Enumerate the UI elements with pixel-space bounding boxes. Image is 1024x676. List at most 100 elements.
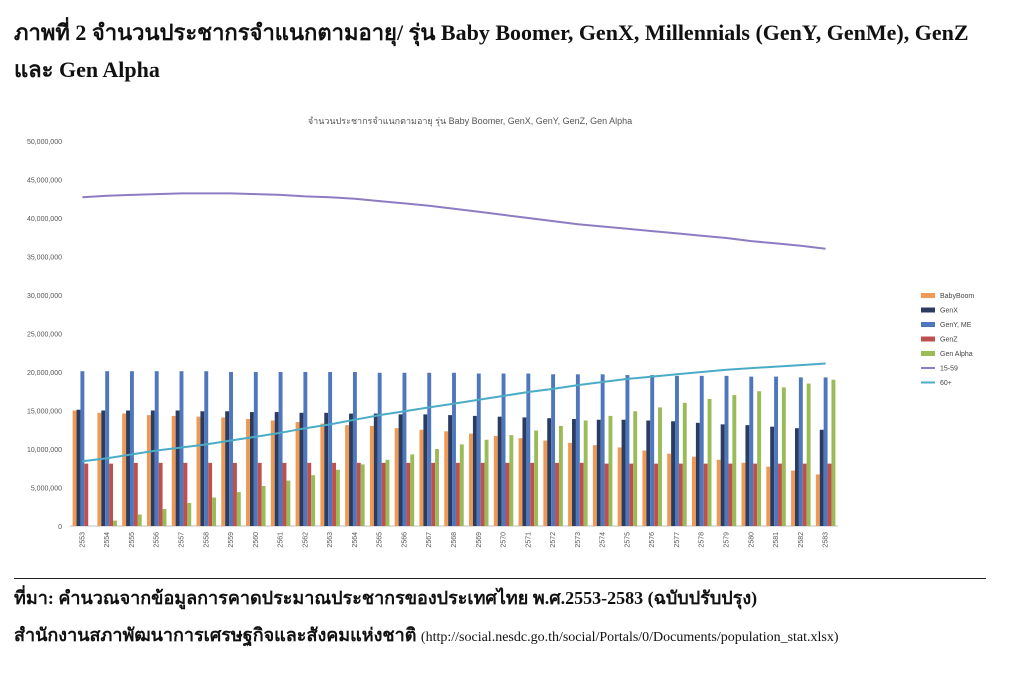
bar-geny-me xyxy=(352,372,357,526)
x-tick-label: 2556 xyxy=(154,532,161,548)
bar-genz xyxy=(282,462,287,526)
bar-genx xyxy=(249,412,254,526)
bar-genz xyxy=(678,463,683,526)
bar-genx xyxy=(448,415,453,526)
bar-babyboom xyxy=(815,474,820,526)
legend-swatch xyxy=(921,293,935,298)
bar-geny-me xyxy=(303,372,308,526)
x-tick-label: 2560 xyxy=(253,532,260,548)
bar-geny-me xyxy=(823,377,828,526)
bar-babyboom xyxy=(568,442,573,526)
bar-geny-me xyxy=(402,372,407,526)
bar-genz xyxy=(381,462,386,526)
bar-babyboom xyxy=(146,415,151,526)
bar-gen-alpha xyxy=(311,475,316,526)
bar-genx xyxy=(373,413,378,526)
x-tick-label: 2565 xyxy=(377,532,384,548)
bar-genx xyxy=(398,414,403,526)
bar-geny-me xyxy=(798,377,803,526)
bar-gen-alpha xyxy=(286,480,291,526)
bar-genx xyxy=(596,419,601,526)
line-60- xyxy=(82,362,826,463)
y-tick-label: 50,000,000 xyxy=(27,139,62,146)
bar-gen-alpha xyxy=(113,520,117,526)
bar-genz xyxy=(604,463,609,526)
x-tick-label: 2563 xyxy=(327,532,334,548)
bar-gen-alpha xyxy=(658,407,662,526)
x-axis: 2553 2554 2555 2556 2557 2558 2559 2560 2561 2562… xyxy=(70,525,838,548)
x-tick-label: 2568 xyxy=(451,532,458,548)
bar-genz xyxy=(728,463,733,526)
bar-geny-me xyxy=(452,372,456,526)
y-tick-label: 35,000,000 xyxy=(27,255,62,262)
y-tick-label: 30,000,000 xyxy=(27,293,62,300)
bar-gen-alpha xyxy=(781,387,786,526)
bar-gen-alpha xyxy=(757,391,762,526)
bar-genx xyxy=(324,412,329,526)
x-tick-label: 2553 xyxy=(79,532,86,548)
bar-genx xyxy=(423,414,428,526)
source-agency: สำนักงานสภาพัฒนาการเศรษฐกิจและสังคมแห่งช… xyxy=(14,625,421,645)
bar-babyboom xyxy=(791,470,795,526)
bar-genx xyxy=(225,411,230,526)
y-tick-label: 0 xyxy=(58,524,62,531)
bar-gen-alpha xyxy=(682,402,687,526)
x-tick-label: 2572 xyxy=(550,532,557,548)
y-tick-label: 45,000,000 xyxy=(27,178,62,185)
bar-genx xyxy=(101,410,106,526)
bar-geny-me xyxy=(204,371,209,526)
bar-geny-me xyxy=(80,371,85,526)
bar-genz xyxy=(654,463,659,526)
x-tick-label: 2581 xyxy=(773,532,780,548)
bar-series xyxy=(72,371,836,526)
x-tick-label: 2575 xyxy=(624,532,631,548)
bar-genx xyxy=(572,418,576,526)
bar-geny-me xyxy=(724,375,729,526)
legend-label: Gen Alpha xyxy=(940,351,973,358)
legend-label: GenY, ME xyxy=(940,322,972,329)
legend-swatch xyxy=(921,336,935,342)
legend-label: BabyBoom xyxy=(940,293,974,300)
bar-genx xyxy=(349,413,353,526)
bar-genx xyxy=(646,420,651,526)
bar-geny-me xyxy=(501,373,506,526)
bar-gen-alpha xyxy=(162,509,167,526)
bar-babyboom xyxy=(419,429,424,526)
bar-babyboom xyxy=(667,453,672,526)
bar-genz xyxy=(84,463,89,526)
bar-gen-alpha xyxy=(435,449,439,526)
x-tick-label: 2557 xyxy=(178,532,185,548)
x-tick-label: 2558 xyxy=(203,532,210,548)
bar-babyboom xyxy=(766,466,771,526)
bar-geny-me xyxy=(328,372,333,526)
chart-title: จำนวนประชากรจำแนกตามอายุ รุ่น Baby Boome… xyxy=(308,116,632,127)
bar-babyboom xyxy=(741,462,746,526)
bar-geny-me xyxy=(253,372,258,526)
bar-geny-me xyxy=(600,374,605,526)
bar-genz xyxy=(505,462,510,526)
line-series xyxy=(82,192,826,463)
bar-genx xyxy=(126,410,130,526)
bar-babyboom xyxy=(221,417,226,526)
source-line-2: สำนักงานสภาพัฒนาการเศรษฐกิจและสังคมแห่งช… xyxy=(14,620,839,649)
y-axis: 0 5,000,000 10,000,000 15,000,000 20,000,000… xyxy=(27,139,62,531)
bar-geny-me xyxy=(105,371,110,526)
bar-genx xyxy=(819,429,824,526)
x-tick-label: 2569 xyxy=(476,532,483,548)
bar-genz xyxy=(183,462,188,526)
bar-genz xyxy=(332,462,336,526)
bar-babyboom xyxy=(295,422,300,526)
bar-genx xyxy=(175,410,180,526)
bar-babyboom xyxy=(592,445,597,526)
bar-geny-me xyxy=(476,373,481,526)
source-url[interactable]: (http://social.nesdc.go.th/social/Portal… xyxy=(420,630,839,645)
bar-gen-alpha xyxy=(187,502,192,526)
bar-babyboom xyxy=(345,425,350,526)
y-tick-label: 5,000,000 xyxy=(31,486,62,493)
bar-genz xyxy=(530,462,535,526)
bar-genx xyxy=(745,425,750,526)
bar-babyboom xyxy=(320,423,325,526)
bar-genx xyxy=(522,417,527,526)
bar-genz xyxy=(455,462,460,526)
